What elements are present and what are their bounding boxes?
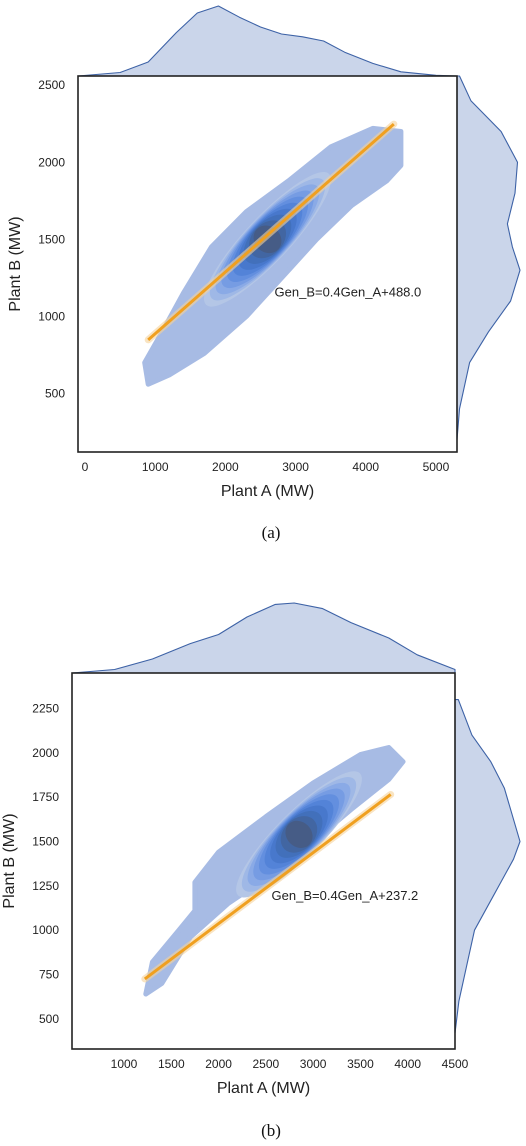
y-tick-label: 2000 xyxy=(38,155,65,169)
regression-annotation: Gen_B=0.4Gen_A+488.0 xyxy=(275,284,422,299)
x-axis-label: Plant A (MW) xyxy=(221,483,314,500)
x-tick-label: 3000 xyxy=(300,1057,327,1071)
y-tick-label: 2000 xyxy=(32,746,59,760)
y-tick-label: 500 xyxy=(39,1012,59,1026)
marginal-y-density xyxy=(456,75,521,441)
marginal-x-density xyxy=(77,5,458,77)
x-tick-label: 5000 xyxy=(423,460,450,474)
chart-panel-0: Gen_B=0.4Gen_A+488.0 0 1000 2000 3000 4000 500… xyxy=(7,5,521,542)
marginal-x-density xyxy=(71,602,456,674)
regression-annotation: Gen_B=0.4Gen_A+237.2 xyxy=(272,888,419,903)
regression-line xyxy=(143,793,392,981)
y-tick-label: 1000 xyxy=(38,309,65,323)
y-tick-label: 1250 xyxy=(32,879,59,893)
y-tick-label: 2250 xyxy=(32,701,59,715)
y-tick-label: 1500 xyxy=(32,834,59,848)
x-tick-label: 4000 xyxy=(394,1057,421,1071)
x-tick-label: 2500 xyxy=(253,1057,280,1071)
x-tick-label: 1500 xyxy=(158,1057,185,1071)
joint-kde xyxy=(143,745,406,997)
kde-contour-level-9 xyxy=(285,820,313,848)
y-axis-label: Plant B (MW) xyxy=(7,216,24,311)
y-tick-label: 2500 xyxy=(38,78,65,92)
regression-line xyxy=(147,122,395,341)
y-tick-label: 1000 xyxy=(32,923,59,937)
x-axis-label: Plant A (MW) xyxy=(217,1080,310,1097)
x-tick-label: 3500 xyxy=(347,1057,374,1071)
joint-kde xyxy=(142,125,404,387)
x-tick-label: 1000 xyxy=(111,1057,138,1071)
y-tick-label: 750 xyxy=(39,968,59,982)
x-tick-label: 2000 xyxy=(212,460,239,474)
y-tick-label: 1750 xyxy=(32,790,59,804)
chart-panel-1: Gen_B=0.4Gen_A+237.2 1000 1500 2000 2500 3000… xyxy=(1,602,521,1140)
marginal-y-density xyxy=(454,699,521,1034)
x-tick-label: 1000 xyxy=(142,460,169,474)
x-tick-label: 4000 xyxy=(352,460,379,474)
y-tick-label: 500 xyxy=(45,386,65,400)
panel-caption: (a) xyxy=(262,523,281,542)
panel-caption: (b) xyxy=(261,1121,281,1140)
plot-frame xyxy=(71,672,456,1050)
x-tick-label: 0 xyxy=(82,460,89,474)
x-tick-label: 3000 xyxy=(282,460,309,474)
x-tick-label: 4500 xyxy=(442,1057,469,1071)
y-tick-label: 1500 xyxy=(38,232,65,246)
y-axis-label: Plant B (MW) xyxy=(1,813,18,908)
x-tick-label: 2000 xyxy=(205,1057,232,1071)
plot-frame xyxy=(77,75,458,453)
